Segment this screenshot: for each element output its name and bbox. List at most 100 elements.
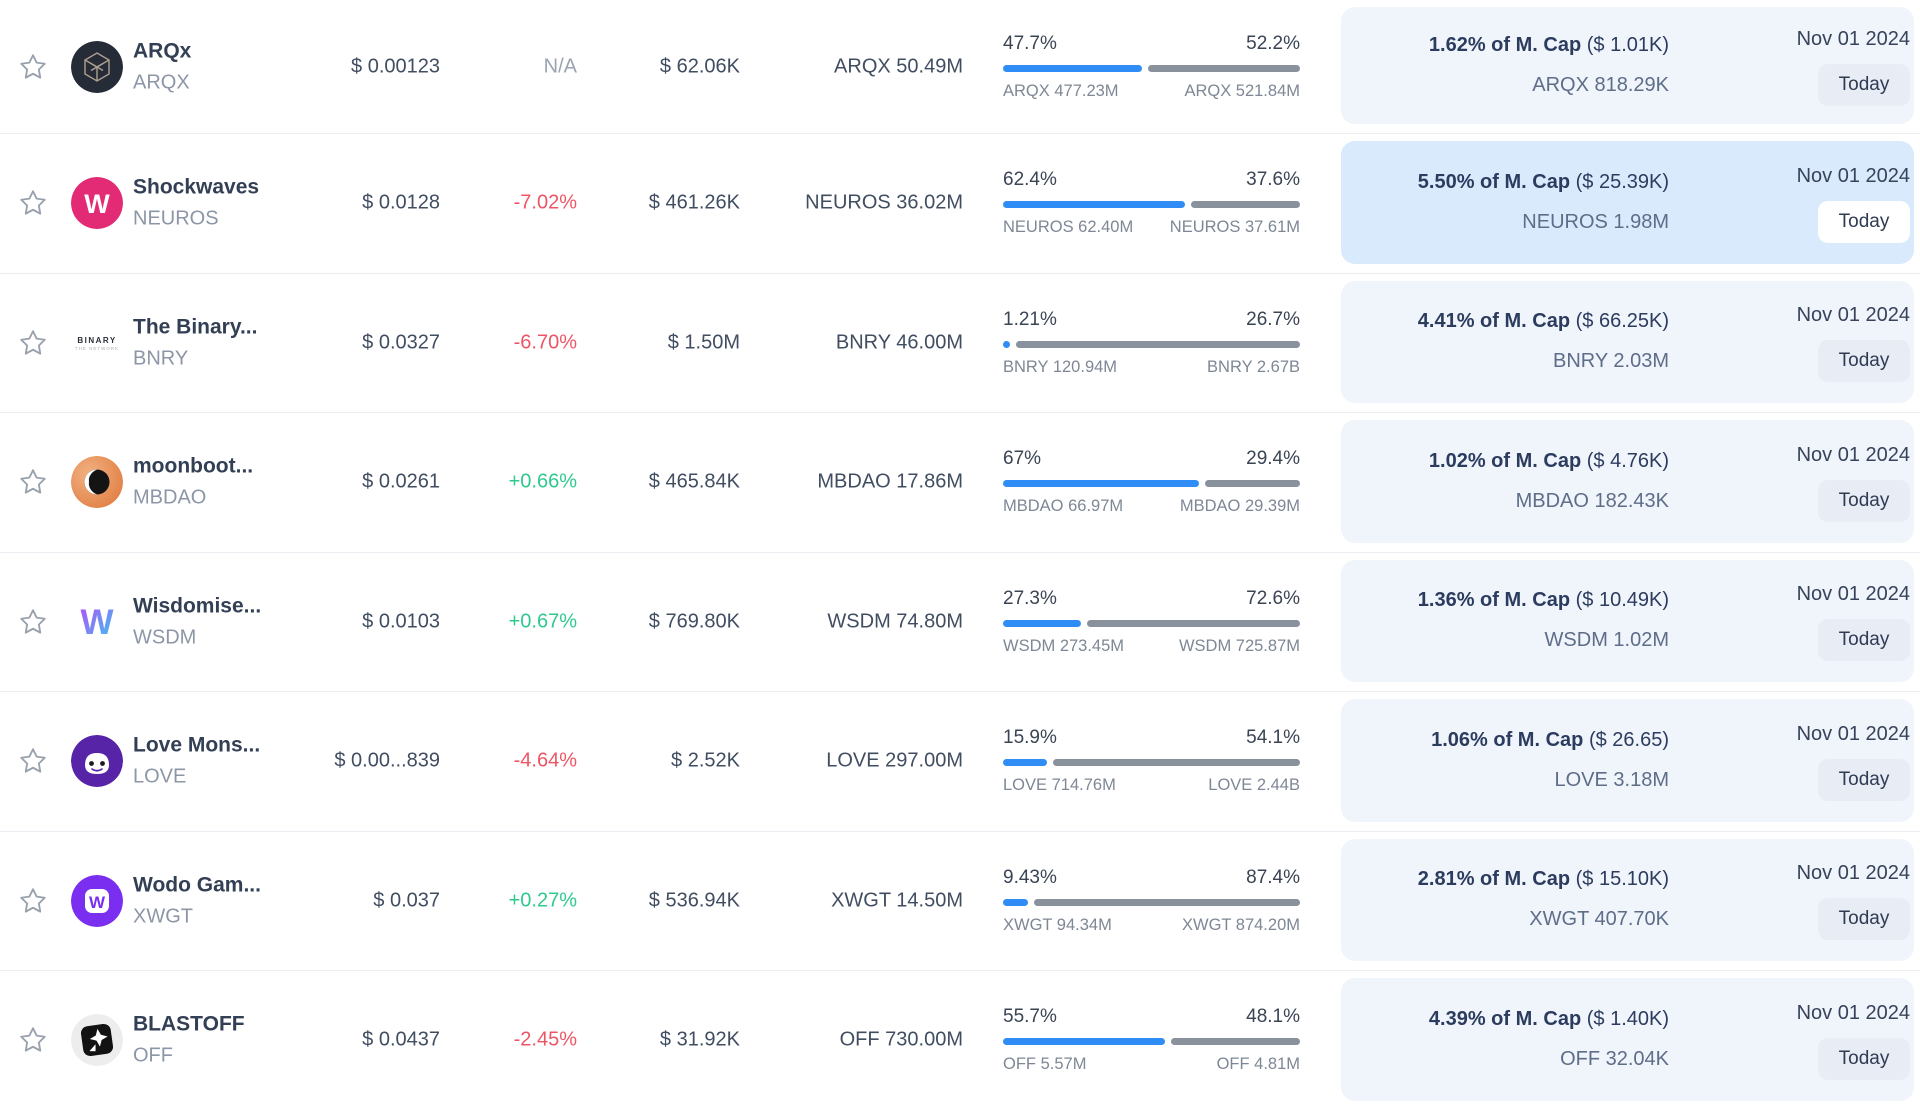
unlock-token-amount: LOVE 3.18M	[1554, 768, 1669, 791]
volume-cell: $ 536.94K	[648, 889, 740, 912]
binary-network-logo: BINARY THE NETWORK	[71, 316, 123, 369]
table-row[interactable]: BLASTOFF OFF $ 0.0437 -2.45% $ 31.92K OF…	[0, 970, 1920, 1110]
favorite-star-icon[interactable]	[14, 882, 52, 920]
locked-percent: 87.4%	[1246, 866, 1300, 888]
favorite-star-icon[interactable]	[14, 184, 52, 222]
unlock-event-card: 1.36% of M. Cap ($ 10.49K) WSDM 1.02M No…	[1341, 559, 1914, 682]
unlocked-amount-label: OFF 5.57M	[1003, 1055, 1087, 1074]
unlocked-percent: 67%	[1003, 448, 1042, 470]
price-cell: $ 0.0103	[362, 610, 440, 633]
amount-cell: XWGT 14.50M	[831, 889, 963, 912]
progress-bar	[1003, 64, 1300, 72]
table-row[interactable]: BINARY THE NETWORK The Binary... BNRY $ …	[0, 272, 1920, 412]
favorite-star-icon[interactable]	[14, 742, 52, 780]
unlock-progress: 27.3% 72.6% WSDM 273.45M WSDM 725.87M	[1003, 588, 1300, 656]
locked-amount-label: XWGT 874.20M	[1182, 915, 1300, 934]
volume-cell: $ 1.50M	[667, 331, 740, 354]
unlock-token-amount: BNRY 2.03M	[1553, 350, 1669, 373]
unlock-progress: 47.7% 52.2% ARQX 477.23M ARQX 521.84M	[1003, 33, 1300, 101]
token-symbol: WSDM	[133, 626, 197, 649]
change-cell: N/A	[543, 55, 577, 77]
token-symbol: MBDAO	[133, 486, 207, 509]
token-symbol: XWGT	[133, 905, 193, 928]
unlock-event-card: 5.50% of M. Cap ($ 25.39K) NEUROS 1.98M …	[1341, 141, 1914, 264]
price-cell: $ 0.0128	[362, 191, 440, 214]
locked-percent: 29.4%	[1246, 448, 1300, 470]
favorite-star-icon[interactable]	[14, 48, 52, 86]
amount-cell: MBDAO 17.86M	[817, 470, 963, 493]
svg-text:W: W	[84, 189, 110, 219]
token-name: moonboot...	[133, 454, 254, 478]
mcap-percent-line: 1.62% of M. Cap ($ 1.01K)	[1428, 34, 1669, 56]
price-cell: $ 0.00123	[351, 55, 440, 77]
progress-bar-filled	[1003, 340, 1011, 348]
progress-bar	[1003, 201, 1300, 209]
unlock-event-card: 1.62% of M. Cap ($ 1.01K) ARQX 818.29K N…	[1341, 7, 1914, 124]
locked-percent: 37.6%	[1246, 169, 1300, 191]
locked-amount-label: BNRY 2.67B	[1207, 357, 1300, 376]
unlocked-percent: 62.4%	[1003, 169, 1057, 191]
locked-amount-label: WSDM 725.87M	[1178, 636, 1300, 655]
progress-bar	[1003, 619, 1300, 627]
change-cell: +0.66%	[508, 470, 577, 493]
unlock-event-card: 1.02% of M. Cap ($ 4.76K) MBDAO 182.43K …	[1341, 420, 1914, 543]
table-row[interactable]: W Wisdomise... WSDM $ 0.0103 +0.67% $ 76…	[0, 551, 1920, 691]
price-cell: $ 0.0261	[362, 470, 440, 493]
table-row[interactable]: Love Mons... LOVE $ 0.00...839 -4.64% $ …	[0, 691, 1920, 831]
unlock-progress: 15.9% 54.1% LOVE 714.76M LOVE 2.44B	[1003, 727, 1300, 795]
token-name: Shockwaves	[133, 175, 260, 199]
locked-amount-label: LOVE 2.44B	[1208, 776, 1300, 795]
mcap-percent-line: 5.50% of M. Cap ($ 25.39K)	[1417, 170, 1669, 193]
wisdomise-logo: W	[71, 596, 123, 648]
mcap-percent-line: 4.39% of M. Cap ($ 1.40K)	[1428, 1007, 1669, 1030]
change-cell: +0.67%	[508, 610, 577, 633]
progress-bar-rest	[1147, 64, 1300, 72]
progress-bar-rest	[1191, 201, 1300, 209]
progress-bar-filled	[1003, 619, 1082, 627]
amount-cell: OFF 730.00M	[839, 1028, 963, 1051]
favorite-star-icon[interactable]	[14, 1021, 52, 1059]
token-symbol: BNRY	[133, 347, 189, 370]
unlock-date: Nov 01 2024	[1796, 722, 1910, 745]
token-symbol: OFF	[133, 1044, 173, 1067]
favorite-star-icon[interactable]	[14, 324, 52, 362]
unlock-event-card: 1.06% of M. Cap ($ 26.65) LOVE 3.18M Nov…	[1341, 699, 1914, 822]
token-name: ARQx	[133, 39, 192, 62]
unlocked-percent: 47.7%	[1003, 32, 1057, 54]
progress-bar-filled	[1003, 201, 1186, 209]
progress-bar-rest	[1204, 480, 1300, 488]
amount-cell: ARQX 50.49M	[834, 55, 963, 77]
progress-bar-rest	[1171, 1038, 1300, 1046]
favorite-star-icon[interactable]	[14, 603, 52, 641]
unlock-event-card: 4.41% of M. Cap ($ 66.25K) BNRY 2.03M No…	[1341, 280, 1914, 403]
table-row[interactable]: W Shockwaves NEUROS $ 0.0128 -7.02% $ 46…	[0, 133, 1920, 273]
unlock-token-amount: MBDAO 182.43K	[1515, 489, 1669, 512]
love-monster-logo	[71, 735, 123, 788]
token-name: Wisdomise...	[133, 594, 262, 618]
unlock-event-card: 4.39% of M. Cap ($ 1.40K) OFF 32.04K Nov…	[1341, 978, 1914, 1101]
progress-bar-rest	[1016, 340, 1300, 348]
token-name: BLASTOFF	[133, 1012, 245, 1036]
change-cell: -7.02%	[513, 191, 577, 214]
today-badge: Today	[1818, 758, 1910, 801]
svg-text:BINARY: BINARY	[77, 336, 116, 345]
unlocked-amount-label: ARQX 477.23M	[1003, 81, 1119, 100]
volume-cell: $ 2.52K	[671, 749, 740, 772]
token-name: Wodo Gam...	[133, 873, 261, 897]
unlocked-amount-label: BNRY 120.94M	[1003, 357, 1118, 376]
favorite-star-icon[interactable]	[14, 463, 52, 501]
table-row[interactable]: moonboot... MBDAO $ 0.0261 +0.66% $ 465.…	[0, 412, 1920, 552]
unlock-date: Nov 01 2024	[1796, 28, 1910, 50]
today-badge: Today	[1818, 1037, 1910, 1080]
change-cell: -4.64%	[513, 749, 577, 772]
amount-cell: BNRY 46.00M	[835, 331, 963, 354]
price-cell: $ 0.0327	[362, 331, 440, 354]
progress-bar-filled	[1003, 898, 1028, 906]
change-cell: -6.70%	[513, 331, 577, 354]
locked-amount-label: NEUROS 37.61M	[1169, 218, 1300, 237]
svg-text:W: W	[80, 603, 113, 642]
table-row[interactable]: W Wodo Gam... XWGT $ 0.037 +0.27% $ 536.…	[0, 830, 1920, 970]
amount-cell: WSDM 74.80M	[827, 610, 963, 633]
table-row[interactable]: ARQx ARQX $ 0.00123 N/A $ 62.06K ARQX 50…	[0, 0, 1920, 133]
